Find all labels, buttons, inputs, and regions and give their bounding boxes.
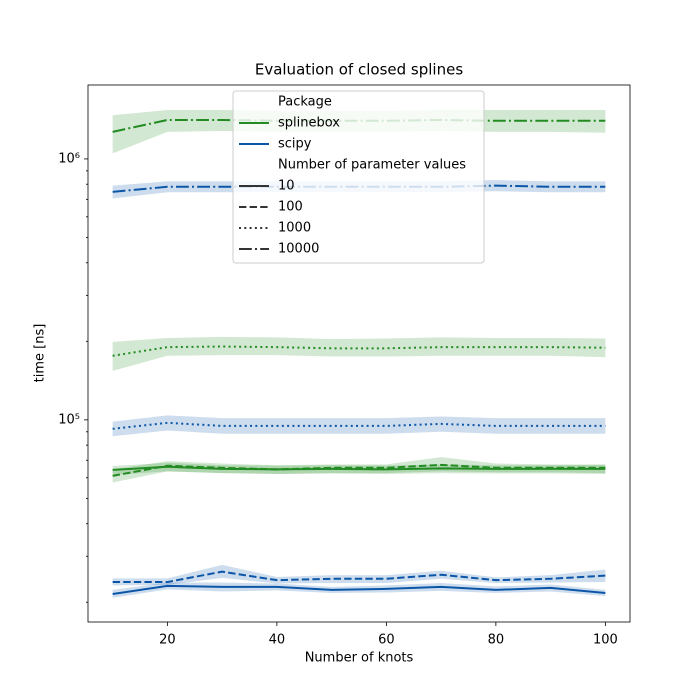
legend-title: Number of parameter values (278, 158, 466, 173)
chart-title: Evaluation of closed splines (255, 61, 463, 79)
y-tick-label: 10⁶ (58, 151, 80, 166)
confidence-band (112, 564, 606, 586)
x-tick-label: 80 (488, 633, 505, 648)
x-tick-label: 20 (159, 633, 176, 648)
legend: Package splinebox scipy Number of parameter… (232, 90, 485, 264)
series-line (112, 184, 606, 193)
series-line (112, 465, 606, 471)
y-axis-label: time [ns] (33, 324, 48, 383)
confidence-band (112, 336, 606, 371)
legend-label: 10000 (278, 242, 319, 257)
confidence-band (112, 415, 606, 437)
legend-box (232, 90, 485, 264)
legend-label: 10 (278, 179, 295, 194)
series-line (112, 463, 606, 477)
legend-label: splinebox (278, 116, 340, 131)
x-tick-label: 100 (593, 633, 618, 648)
legend-label: 100 (278, 200, 303, 215)
legend-label: scipy (278, 137, 312, 152)
series-line (112, 570, 606, 584)
x-tick-label: 60 (378, 633, 395, 648)
plot-frame (87, 84, 631, 623)
legend-title: Package (278, 95, 332, 110)
legend-label: 1000 (278, 221, 311, 236)
series-line (112, 584, 606, 596)
y-tick-label: 10⁵ (58, 412, 80, 427)
x-axis-label: Number of knots (305, 651, 414, 666)
series-line (112, 118, 606, 133)
x-tick-label: 40 (269, 633, 286, 648)
